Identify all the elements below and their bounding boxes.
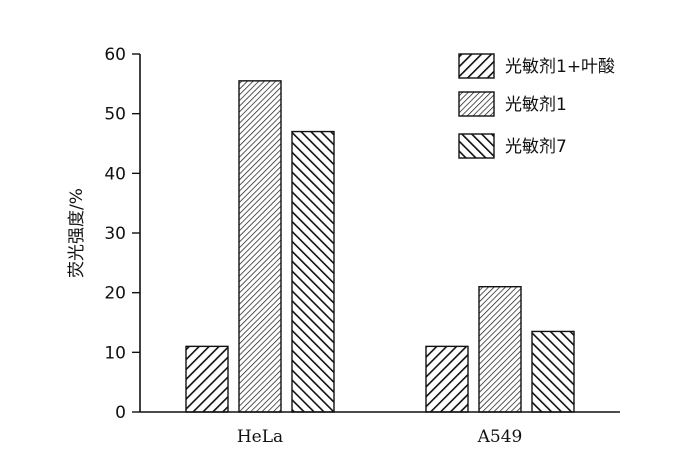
category-labels: HeLa A549 xyxy=(237,427,523,447)
legend-swatch-series-3 xyxy=(458,133,495,159)
y-axis-label: 荧光强度/% xyxy=(67,188,87,278)
y-tick-label-50: 50 xyxy=(104,105,126,125)
y-tick-label-40: 40 xyxy=(104,164,126,184)
y-tick-label-30: 30 xyxy=(104,224,126,244)
bar-a549-series-1 xyxy=(425,345,469,413)
bars-group xyxy=(185,80,575,413)
legend-swatch-series-1 xyxy=(458,53,495,79)
y-tick-label-0: 0 xyxy=(115,403,126,423)
bar-hela-series-3 xyxy=(291,130,335,413)
x-category-label-hela: HeLa xyxy=(237,427,283,447)
legend-swatch-series-2 xyxy=(458,91,495,117)
legend-label-series-1: 光敏剂1+叶酸 xyxy=(505,57,615,77)
legend-label-series-3: 光敏剂7 xyxy=(505,137,567,157)
y-tick-label-60: 60 xyxy=(104,45,126,65)
y-tick-label-20: 20 xyxy=(104,284,126,304)
bar-a549-series-3 xyxy=(531,330,575,413)
bar-hela-series-2 xyxy=(238,80,282,413)
x-category-label-a549: A549 xyxy=(477,427,523,447)
y-axis-ticks: 0 10 20 30 40 50 60 xyxy=(104,45,140,423)
y-tick-label-10: 10 xyxy=(104,343,126,363)
legend-label-series-2: 光敏剂1 xyxy=(505,95,567,115)
bar-a549-series-2 xyxy=(478,286,522,413)
bar-hela-series-1 xyxy=(185,345,229,413)
